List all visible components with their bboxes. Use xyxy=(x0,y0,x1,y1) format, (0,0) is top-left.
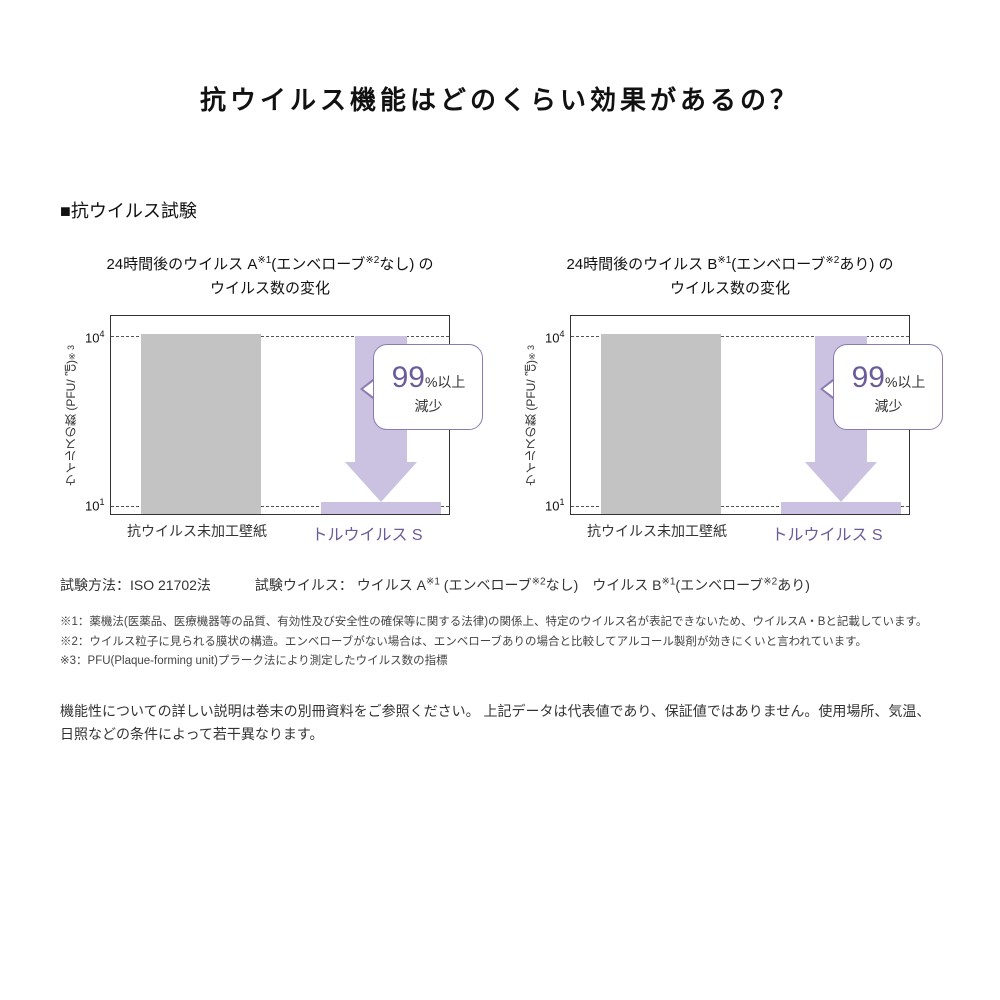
chart-a-xlabel-test: トルウイルス S xyxy=(290,521,444,545)
chart-a-bar-control xyxy=(141,334,261,514)
chart-a-callout-line1: 99%以上 xyxy=(392,359,466,397)
chart-a-callout-value: 99 xyxy=(392,361,425,394)
chart-a-ytick-upper: 104 xyxy=(85,329,104,345)
chart-block-a: 24時間後のウイルス A※1(エンベローブ※2なし) の ウイルス数の変化 ウイ… xyxy=(60,253,480,545)
footnote-3: ※3：PFU(Plaque-forming unit)プラーク法により測定したウ… xyxy=(60,652,940,672)
chart-a-ytick-lower-exp: 1 xyxy=(99,497,104,507)
chart-b-callout-line2: 減少 xyxy=(874,398,902,416)
chart-b-ylabel-main: ウイルスの数 (PFU/ ㎠) xyxy=(524,360,538,486)
method-label1: 試験方法：ISO 21702法 xyxy=(60,577,211,593)
chart-a-ytick-lower-base: 10 xyxy=(85,498,99,513)
chart-b-bar-test xyxy=(781,502,901,514)
chart-a-title-mid: (エンベローブ xyxy=(271,256,365,273)
chart-a-plot: 99%以上 減少 xyxy=(110,315,450,515)
method-sup2: ※2 xyxy=(532,576,546,587)
chart-a-yticks: 104 101 xyxy=(81,315,110,515)
chart-a-bar-test xyxy=(321,502,441,514)
method-mid2: なし) ウイルス B xyxy=(546,577,662,593)
chart-b-arrow-head xyxy=(805,462,877,502)
chart-a-callout-line2: 減少 xyxy=(414,398,442,416)
chart-a-ytick-upper-base: 10 xyxy=(85,330,99,345)
page-root: 抗ウイルス機能はどのくらい効果があるの？ ■抗ウイルス試験 24時間後のウイルス… xyxy=(0,0,1000,1000)
chart-a-callout-pct: %以上 xyxy=(425,374,465,390)
chart-b-ytick-lower: 101 xyxy=(545,497,564,513)
chart-b-plot: 99%以上 減少 xyxy=(570,315,910,515)
footnotes: ※1：薬機法(医薬品、医療機器等の品質、有効性及び安全性の確保等に関する法律)の… xyxy=(60,613,940,672)
chart-b-title-sup2: ※2 xyxy=(825,255,839,266)
chart-b-ylabel-sup: ※3 xyxy=(526,345,536,360)
chart-b-bar-control xyxy=(601,334,721,514)
chart-b-wrap: ウイルスの数 (PFU/ ㎠)※3 104 101 99%以上 xyxy=(520,315,940,515)
chart-b-title-mid: (エンベローブ xyxy=(731,256,825,273)
chart-b-callout-pct: %以上 xyxy=(885,374,925,390)
chart-a-ytick-upper-exp: 4 xyxy=(99,329,104,339)
chart-a-callout: 99%以上 減少 xyxy=(373,344,483,430)
chart-b-callout-value: 99 xyxy=(852,361,885,394)
chart-b-title-sup1: ※1 xyxy=(717,255,731,266)
chart-a-title-sup1: ※1 xyxy=(257,255,271,266)
chart-a-title-line2: ウイルス数の変化 xyxy=(210,280,330,297)
method-mid3: (エンベローブ xyxy=(675,577,763,593)
chart-a-wrap: ウイルスの数 (PFU/ ㎠)※3 104 101 99%以上 xyxy=(60,315,480,515)
chart-b-yticks: 104 101 xyxy=(541,315,570,515)
chart-b-xlabels: 抗ウイルス未加工壁紙 トルウイルス S xyxy=(520,521,940,545)
footnote-1: ※1：薬機法(医薬品、医療機器等の品質、有効性及び安全性の確保等に関する法律)の… xyxy=(60,613,940,633)
chart-a-xlabel-control: 抗ウイルス未加工壁紙 xyxy=(104,521,290,545)
chart-a-title: 24時間後のウイルス A※1(エンベローブ※2なし) の ウイルス数の変化 xyxy=(60,253,480,301)
chart-b-title-line2: ウイルス数の変化 xyxy=(670,280,790,297)
chart-b-ytick-lower-exp: 1 xyxy=(559,497,564,507)
chart-a-title-pre: 24時間後のウイルス A xyxy=(106,256,257,273)
bottom-note: 機能性についての詳しい説明は巻末の別冊資料をご参照ください。 上記データは代表値… xyxy=(60,700,940,748)
method-line: 試験方法：ISO 21702法 試験ウイルス： ウイルス A※1 (エンベローブ… xyxy=(60,575,940,595)
method-label2-pre: 試験ウイルス： ウイルス A xyxy=(255,577,426,593)
chart-b-ytick-lower-base: 10 xyxy=(545,498,559,513)
section-label: ■抗ウイルス試験 xyxy=(60,197,940,223)
chart-b-ytick-upper-exp: 4 xyxy=(559,329,564,339)
chart-a-title-sup2: ※2 xyxy=(365,255,379,266)
chart-b-xlabel-test: トルウイルス S xyxy=(750,521,904,545)
chart-b-callout-line1: 99%以上 xyxy=(852,359,926,397)
method-end: あり) xyxy=(777,577,810,593)
chart-b-xlabel-control: 抗ウイルス未加工壁紙 xyxy=(564,521,750,545)
chart-a-arrow-head xyxy=(345,462,417,502)
chart-b-title-pre: 24時間後のウイルス B xyxy=(566,256,717,273)
chart-a-xlabels: 抗ウイルス未加工壁紙 トルウイルス S xyxy=(60,521,480,545)
chart-b-title-post1: あり) の xyxy=(839,256,893,273)
chart-a-ylabel: ウイルスの数 (PFU/ ㎠)※3 xyxy=(60,315,81,515)
chart-a-title-post1: なし) の xyxy=(379,256,433,273)
chart-b-callout: 99%以上 減少 xyxy=(833,344,943,430)
method-mid1: (エンベローブ xyxy=(440,577,532,593)
chart-a-ylabel-sup: ※3 xyxy=(66,345,76,360)
chart-b-ytick-upper: 104 xyxy=(545,329,564,345)
footnote-2: ※2：ウイルス粒子に見られる膜状の構造。エンベローブがない場合は、エンベローブあ… xyxy=(60,633,940,653)
method-sup1: ※1 xyxy=(426,576,440,587)
main-title: 抗ウイルス機能はどのくらい効果があるの？ xyxy=(60,80,940,117)
chart-a-ylabel-main: ウイルスの数 (PFU/ ㎠) xyxy=(64,360,78,486)
method-sup4: ※2 xyxy=(763,576,777,587)
chart-b-ytick-upper-base: 10 xyxy=(545,330,559,345)
chart-a-ytick-lower: 101 xyxy=(85,497,104,513)
chart-block-b: 24時間後のウイルス B※1(エンベローブ※2あり) の ウイルス数の変化 ウイ… xyxy=(520,253,940,545)
charts-row: 24時間後のウイルス A※1(エンベローブ※2なし) の ウイルス数の変化 ウイ… xyxy=(60,253,940,545)
chart-b-ylabel: ウイルスの数 (PFU/ ㎠)※3 xyxy=(520,315,541,515)
chart-b-title: 24時間後のウイルス B※1(エンベローブ※2あり) の ウイルス数の変化 xyxy=(520,253,940,301)
method-sup3: ※1 xyxy=(661,576,675,587)
